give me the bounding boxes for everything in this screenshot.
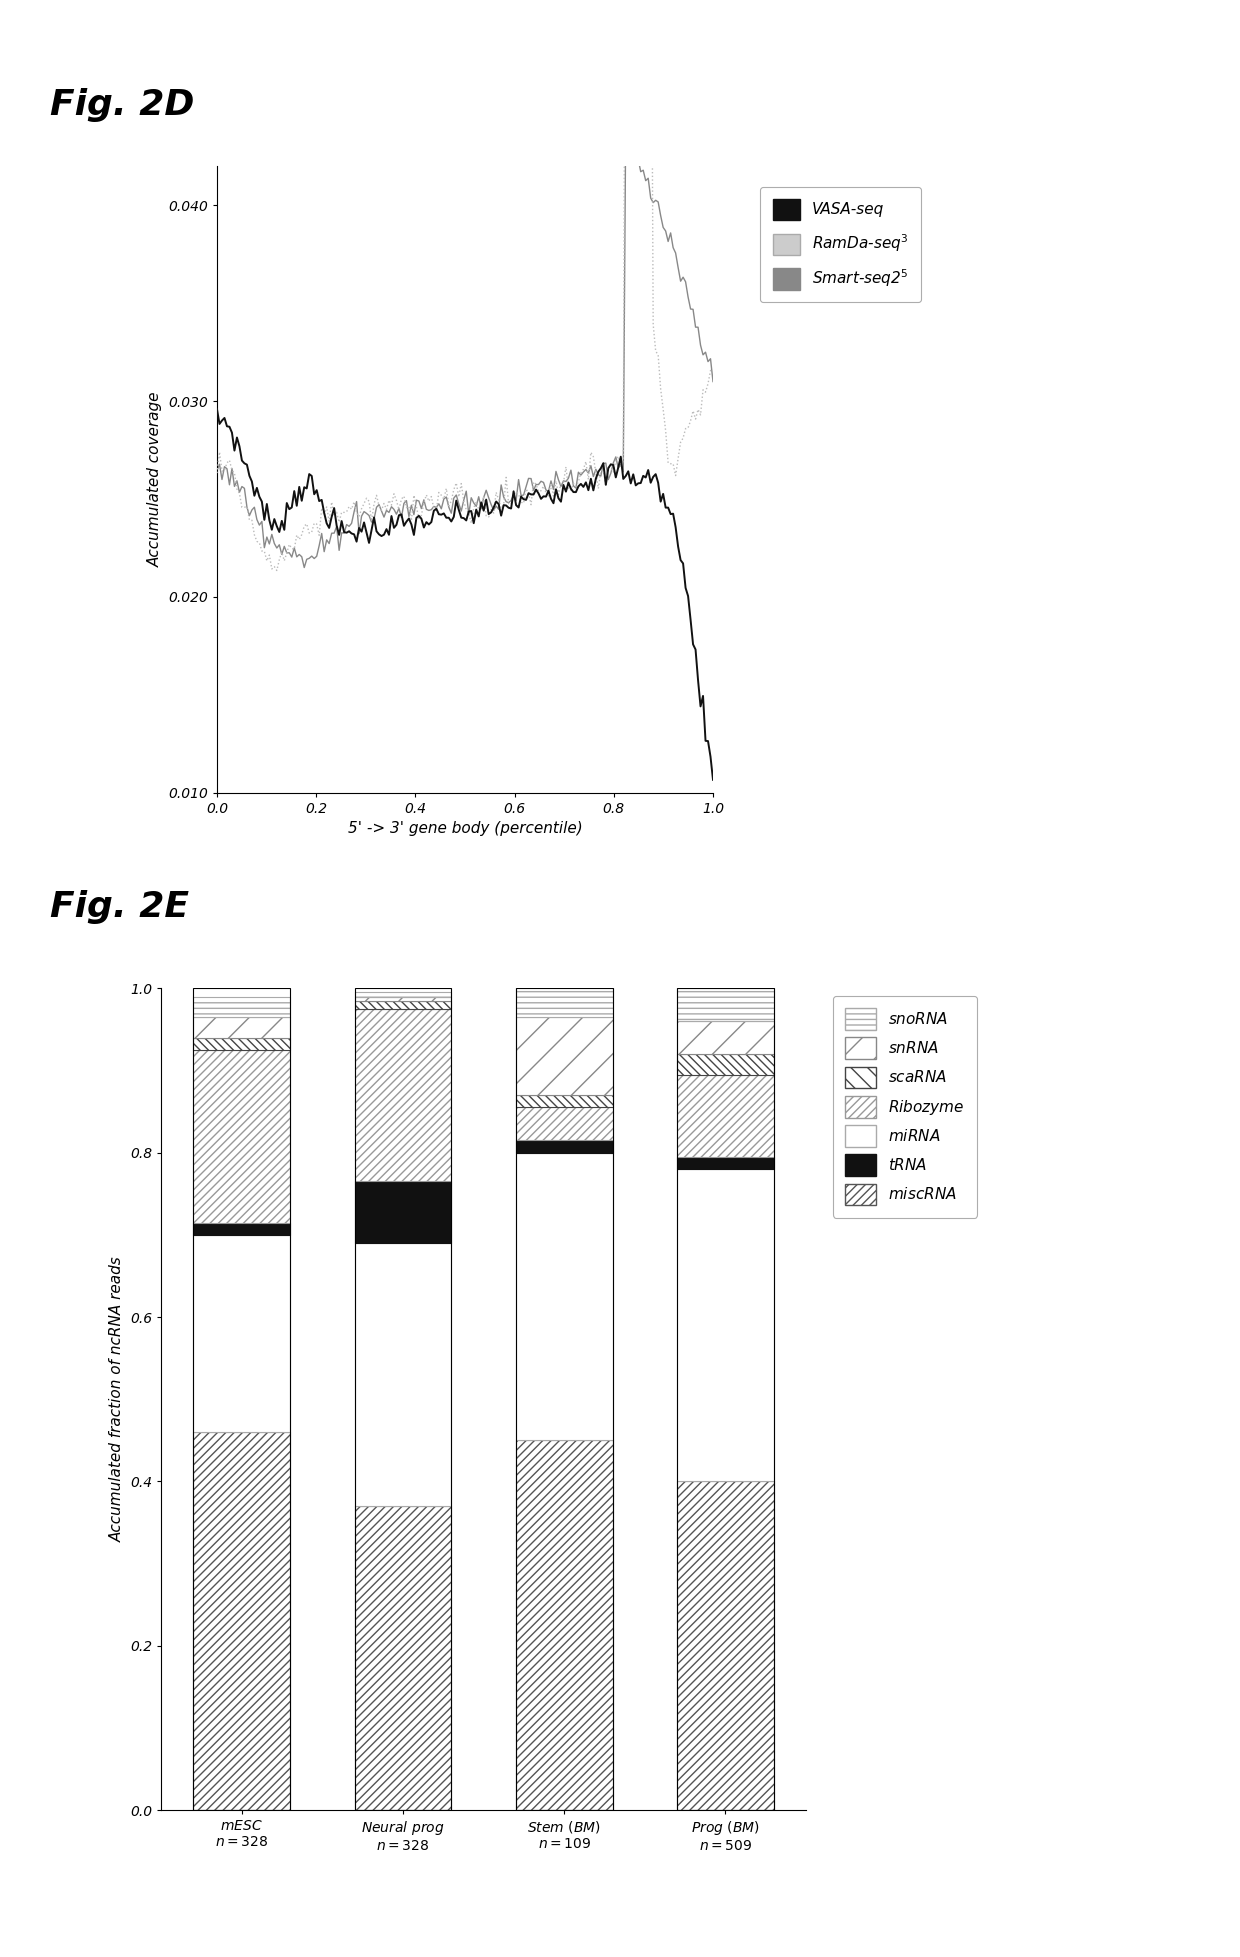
Bar (355, 1182, 451, 1243)
Bar (677, 988, 774, 1810)
Bar (677, 1481, 774, 1810)
Bar (193, 996, 290, 1018)
Bar (355, 1243, 451, 1507)
Bar (193, 1235, 290, 1433)
Bar (193, 1049, 290, 1223)
Bar (355, 996, 451, 1000)
Y-axis label: Accumulated fraction of ncRNA reads: Accumulated fraction of ncRNA reads (109, 1256, 124, 1542)
Bar (677, 1157, 774, 1168)
Text: Fig. 2E: Fig. 2E (50, 890, 188, 924)
Bar (516, 988, 613, 1810)
Bar (193, 1223, 290, 1235)
Bar (516, 1018, 613, 1096)
Bar (193, 1037, 290, 1049)
Bar (355, 1000, 451, 1010)
Bar (355, 1507, 451, 1810)
X-axis label: 5' -> 3' gene body (percentile): 5' -> 3' gene body (percentile) (347, 822, 583, 836)
Bar (677, 1074, 774, 1157)
Bar (516, 1096, 613, 1108)
Bar (516, 1153, 613, 1440)
Bar (677, 1168, 774, 1481)
Bar (677, 1055, 774, 1074)
Bar (355, 1010, 451, 1182)
Bar (355, 992, 451, 996)
Bar (677, 988, 774, 1022)
Text: Fig. 2D: Fig. 2D (50, 88, 193, 121)
Legend: $\it{snoRNA}$, $\it{snRNA}$, $\it{scaRNA}$, $\it{Ribozyme}$, $\it{miRNA}$, $\it{: $\it{snoRNA}$, $\it{snRNA}$, $\it{scaRNA… (833, 996, 977, 1217)
Bar (516, 1440, 613, 1810)
Bar (516, 1141, 613, 1153)
Legend: VASA-seq, RamDa-seq$^{3}$, Smart-seq2$^{5}$: VASA-seq, RamDa-seq$^{3}$, Smart-seq2$^{… (760, 186, 921, 301)
Bar (193, 988, 290, 1810)
Bar (193, 1018, 290, 1037)
Bar (355, 988, 451, 1810)
Bar (516, 984, 613, 1018)
Bar (516, 1108, 613, 1141)
Y-axis label: Accumulated coverage: Accumulated coverage (148, 391, 162, 568)
Bar (677, 1022, 774, 1055)
Bar (193, 1433, 290, 1810)
